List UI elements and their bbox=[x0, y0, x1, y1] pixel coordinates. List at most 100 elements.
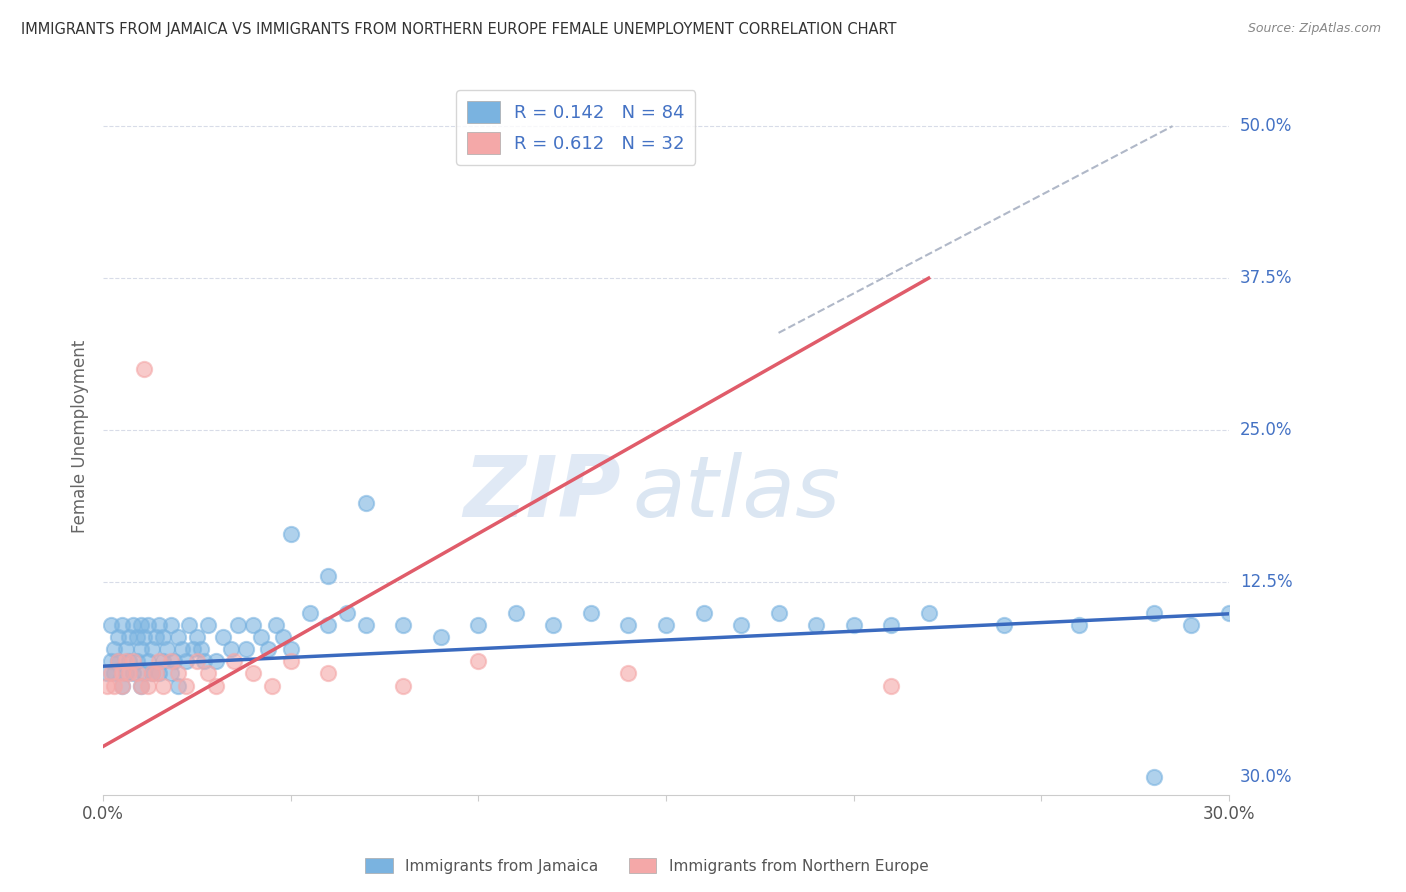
Point bbox=[111, 679, 134, 693]
Point bbox=[163, 654, 186, 668]
Point bbox=[141, 666, 163, 681]
Point bbox=[336, 606, 359, 620]
Point bbox=[880, 617, 903, 632]
Point bbox=[505, 606, 527, 620]
Point bbox=[768, 606, 790, 620]
Point bbox=[152, 654, 174, 668]
Point bbox=[159, 654, 181, 668]
Point bbox=[107, 654, 129, 668]
Point bbox=[167, 630, 190, 644]
Legend: Immigrants from Jamaica, Immigrants from Northern Europe: Immigrants from Jamaica, Immigrants from… bbox=[359, 852, 935, 880]
Text: 25.0%: 25.0% bbox=[1240, 421, 1292, 439]
Point bbox=[617, 617, 640, 632]
Point bbox=[103, 679, 125, 693]
Point bbox=[280, 642, 302, 657]
Point bbox=[1180, 617, 1202, 632]
Point bbox=[212, 630, 235, 644]
Point bbox=[145, 630, 167, 644]
Point bbox=[316, 666, 339, 681]
Point bbox=[107, 654, 129, 668]
Point bbox=[993, 617, 1015, 632]
Point bbox=[96, 666, 118, 681]
Point bbox=[467, 617, 489, 632]
Point bbox=[226, 617, 249, 632]
Point bbox=[193, 654, 215, 668]
Point bbox=[118, 666, 141, 681]
Point bbox=[159, 617, 181, 632]
Point bbox=[125, 630, 148, 644]
Point bbox=[204, 654, 226, 668]
Point bbox=[190, 642, 212, 657]
Point bbox=[141, 666, 163, 681]
Point bbox=[103, 642, 125, 657]
Text: 50.0%: 50.0% bbox=[1240, 117, 1292, 135]
Point bbox=[111, 617, 134, 632]
Point bbox=[118, 654, 141, 668]
Point bbox=[280, 526, 302, 541]
Point bbox=[129, 642, 152, 657]
Text: 37.5%: 37.5% bbox=[1240, 269, 1292, 287]
Point bbox=[179, 617, 201, 632]
Point bbox=[579, 606, 602, 620]
Point bbox=[122, 666, 145, 681]
Y-axis label: Female Unemployment: Female Unemployment bbox=[72, 340, 89, 533]
Point bbox=[316, 569, 339, 583]
Point bbox=[186, 654, 208, 668]
Point bbox=[129, 617, 152, 632]
Point bbox=[617, 666, 640, 681]
Point bbox=[134, 666, 156, 681]
Point bbox=[159, 666, 181, 681]
Point bbox=[152, 679, 174, 693]
Point bbox=[235, 642, 257, 657]
Point bbox=[136, 654, 159, 668]
Point bbox=[392, 617, 415, 632]
Point bbox=[804, 617, 827, 632]
Point bbox=[467, 654, 489, 668]
Point bbox=[122, 654, 145, 668]
Point bbox=[730, 617, 752, 632]
Point bbox=[186, 630, 208, 644]
Point bbox=[430, 630, 453, 644]
Point bbox=[136, 679, 159, 693]
Point bbox=[148, 617, 170, 632]
Point bbox=[111, 679, 134, 693]
Text: Source: ZipAtlas.com: Source: ZipAtlas.com bbox=[1247, 22, 1381, 36]
Point bbox=[156, 642, 179, 657]
Point bbox=[1218, 606, 1240, 620]
Point bbox=[316, 617, 339, 632]
Point bbox=[264, 617, 287, 632]
Point bbox=[543, 617, 565, 632]
Point bbox=[298, 606, 321, 620]
Point bbox=[96, 679, 118, 693]
Point bbox=[134, 362, 156, 376]
Point bbox=[174, 679, 197, 693]
Point bbox=[249, 630, 271, 644]
Point bbox=[100, 654, 122, 668]
Point bbox=[129, 679, 152, 693]
Point bbox=[692, 606, 714, 620]
Text: ZIP: ZIP bbox=[464, 452, 621, 535]
Point bbox=[280, 654, 302, 668]
Point bbox=[129, 679, 152, 693]
Point bbox=[880, 679, 903, 693]
Point bbox=[136, 617, 159, 632]
Point bbox=[118, 630, 141, 644]
Point bbox=[204, 679, 226, 693]
Text: 12.5%: 12.5% bbox=[1240, 574, 1292, 591]
Point bbox=[167, 666, 190, 681]
Point bbox=[141, 642, 163, 657]
Point bbox=[145, 666, 167, 681]
Text: IMMIGRANTS FROM JAMAICA VS IMMIGRANTS FROM NORTHERN EUROPE FEMALE UNEMPLOYMENT C: IMMIGRANTS FROM JAMAICA VS IMMIGRANTS FR… bbox=[21, 22, 897, 37]
Point bbox=[197, 666, 219, 681]
Point bbox=[152, 630, 174, 644]
Point bbox=[167, 679, 190, 693]
Point bbox=[224, 654, 246, 668]
Point bbox=[181, 642, 204, 657]
Point bbox=[114, 654, 136, 668]
Point bbox=[354, 496, 377, 510]
Point bbox=[354, 617, 377, 632]
Point bbox=[148, 654, 170, 668]
Point bbox=[125, 666, 148, 681]
Point bbox=[260, 679, 283, 693]
Point bbox=[114, 666, 136, 681]
